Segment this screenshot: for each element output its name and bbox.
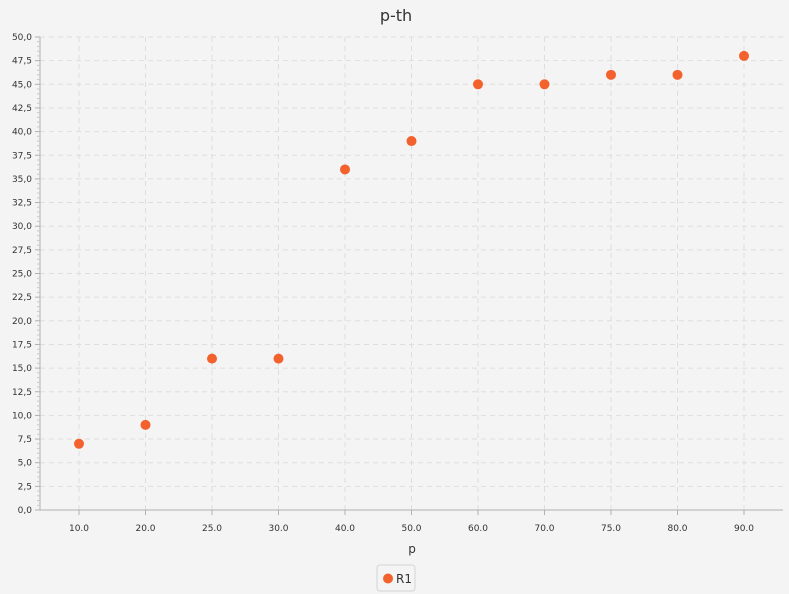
- x-axis-ticks: 10.0 20.0 25.0 30.0 40.0 50.0 60.0 70.0 75.0 80.0…: [69, 510, 754, 534]
- x-tick-label: 25.0: [202, 524, 222, 534]
- y-tick-label: 27,5: [12, 246, 32, 256]
- y-tick-label: 15,0: [12, 364, 32, 374]
- y-tick-label: 40,0: [12, 128, 32, 138]
- y-tick-label: 7,5: [18, 435, 32, 445]
- y-tick-label: 5,0: [18, 459, 33, 469]
- y-tick-label: 37,5: [12, 151, 32, 161]
- legend-marker: [383, 573, 393, 584]
- data-point: [74, 438, 84, 449]
- x-tick-label: 70.0: [534, 524, 554, 534]
- legend-label: R1: [396, 572, 412, 586]
- data-point: [340, 164, 350, 175]
- x-tick-label: 30.0: [268, 524, 288, 534]
- x-tick-label: 10.0: [69, 524, 89, 534]
- y-tick-label: 45,0: [12, 80, 32, 90]
- y-tick-label: 0,0: [18, 506, 33, 516]
- y-tick-label: 2,5: [18, 482, 32, 492]
- data-point: [539, 79, 550, 90]
- y-tick-label: 22,5: [12, 293, 32, 303]
- data-point: [273, 353, 284, 364]
- grid: [40, 36, 783, 510]
- legend-box: [376, 564, 416, 592]
- data-point: [672, 69, 683, 80]
- chart-title: p-th: [380, 6, 412, 25]
- y-tick-label: 47,5: [12, 57, 32, 67]
- data-point: [207, 353, 217, 364]
- y-axis-ticks: 0,0 2,5 5,0 7,5 10,0 12,5 15,0 17,5 20,0 22,5 25,0…: [12, 33, 40, 516]
- x-tick-label: 90.0: [734, 524, 754, 534]
- data-point: [739, 50, 749, 61]
- y-tick-label: 50,0: [12, 33, 32, 43]
- data-point: [473, 79, 483, 90]
- data-point: [606, 69, 616, 80]
- legend: R1: [376, 564, 416, 592]
- x-tick-label: 40.0: [335, 524, 355, 534]
- y-tick-label: 17,5: [12, 340, 32, 350]
- x-axis-label: p: [408, 542, 416, 556]
- x-tick-label: 60.0: [468, 524, 488, 534]
- x-tick-label: 80.0: [667, 524, 687, 534]
- x-tick-label: 75.0: [601, 524, 621, 534]
- data-point: [406, 136, 417, 147]
- x-tick-label: 50.0: [401, 524, 421, 534]
- data-point: [140, 419, 151, 430]
- y-tick-label: 32,5: [12, 199, 32, 209]
- y-tick-label: 12,5: [12, 388, 32, 398]
- y-tick-label: 30,0: [12, 222, 32, 232]
- y-tick-label: 42,5: [12, 104, 32, 114]
- data-points: [74, 50, 749, 449]
- y-tick-label: 25,0: [12, 270, 32, 280]
- y-tick-label: 10,0: [12, 411, 32, 421]
- y-tick-label: 20,0: [12, 317, 32, 327]
- x-tick-label: 20.0: [135, 524, 155, 534]
- y-tick-label: 35,0: [12, 175, 32, 185]
